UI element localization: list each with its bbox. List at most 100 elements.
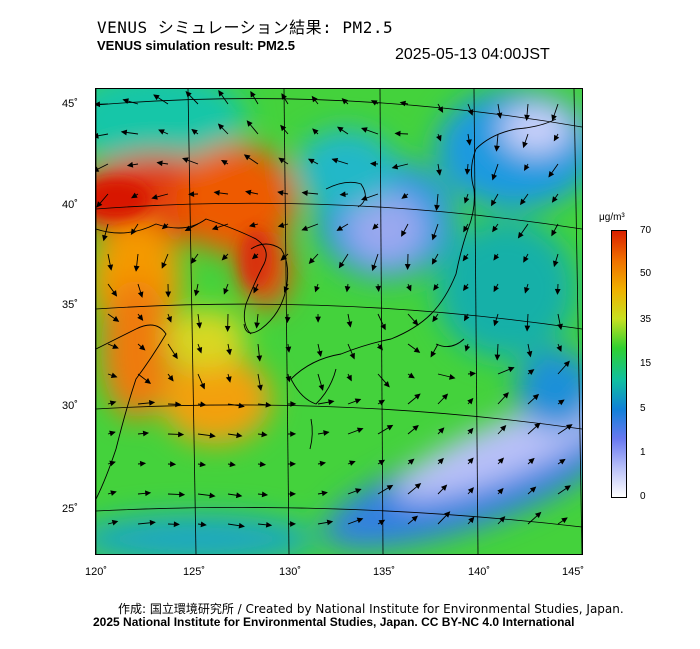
wind-arrow-head bbox=[559, 458, 566, 465]
wind-arrow-head bbox=[110, 372, 118, 379]
wind-arrow-head bbox=[466, 139, 472, 146]
wind-arrow-head bbox=[414, 483, 422, 490]
wind-arrow-head bbox=[378, 519, 386, 526]
wind-arrow-head bbox=[356, 427, 364, 434]
colorbar-label-15: 15 bbox=[640, 358, 652, 369]
wind-arrow-head bbox=[328, 399, 335, 405]
wind-arrow-head bbox=[558, 399, 565, 406]
wind-arrow-head bbox=[401, 192, 408, 199]
wind-arrow-head bbox=[307, 158, 315, 165]
wind-arrow-head bbox=[281, 93, 287, 100]
wind-arrow-head bbox=[467, 397, 474, 405]
wind-arrow-head bbox=[280, 124, 287, 132]
wind-arrow-head bbox=[376, 344, 383, 351]
wind-arrow-head bbox=[256, 355, 263, 362]
lon-tick-125: 125˚ bbox=[183, 566, 206, 578]
wind-arrow-head bbox=[185, 91, 192, 98]
wind-arrow-head bbox=[448, 373, 456, 380]
wind-arrow-head bbox=[440, 484, 448, 491]
wind-arrow-head bbox=[469, 370, 477, 377]
wind-arrow-head bbox=[378, 459, 386, 466]
wind-arrow-head bbox=[522, 141, 528, 149]
lon-tick-140: 140˚ bbox=[468, 566, 491, 578]
wind-arrow-head bbox=[290, 461, 297, 467]
wind-arrow-head bbox=[311, 95, 318, 103]
wind-arrow-shaft bbox=[96, 163, 109, 171]
wind-arrow-head bbox=[257, 384, 263, 392]
wind-arrow-head bbox=[184, 225, 192, 231]
wind-arrow-head bbox=[109, 460, 116, 467]
wind-arrow-head bbox=[149, 519, 156, 526]
wind-arrow-head bbox=[277, 190, 284, 196]
wind-arrow-head bbox=[166, 316, 172, 323]
wind-arrow-head bbox=[261, 491, 269, 498]
wind-arrow-head bbox=[407, 458, 415, 465]
timestamp: 2025-05-13 04:00JST bbox=[395, 46, 550, 63]
wind-arrow-head bbox=[556, 345, 562, 352]
wind-arrow-head bbox=[434, 204, 440, 212]
wind-arrow-head bbox=[437, 457, 444, 465]
wind-arrow-head bbox=[463, 284, 469, 292]
wind-arrow-head bbox=[355, 488, 362, 494]
title-english: VENUS simulation result: PM2.5 bbox=[97, 38, 295, 53]
lat-tick-30: 30˚ bbox=[62, 400, 78, 412]
wind-arrow-head bbox=[290, 431, 297, 437]
lon-tick-120: 120˚ bbox=[85, 566, 108, 578]
wind-arrow-head bbox=[552, 260, 559, 268]
pm25-map bbox=[95, 88, 583, 555]
wind-arrow-head bbox=[161, 262, 167, 269]
wind-arrow-head bbox=[290, 401, 297, 407]
wind-arrow-head bbox=[278, 157, 285, 164]
wind-arrow-head bbox=[463, 314, 470, 322]
wind-arrow-head bbox=[223, 288, 229, 295]
wind-arrow-head bbox=[182, 157, 189, 163]
wind-arrow-head bbox=[172, 352, 178, 360]
wind-arrow-head bbox=[167, 375, 174, 382]
wind-arrow-head bbox=[502, 392, 509, 399]
wind-arrow-head bbox=[220, 159, 228, 166]
wind-arrow-head bbox=[532, 393, 540, 401]
wind-arrow-head bbox=[493, 319, 499, 327]
wind-arrow-head bbox=[436, 134, 442, 142]
wind-arrow-head bbox=[323, 430, 330, 436]
wind-arrow-head bbox=[218, 90, 224, 97]
wind-arrow-head bbox=[312, 128, 319, 135]
wind-arrow-head bbox=[406, 284, 412, 292]
wind-arrow-head bbox=[354, 398, 362, 404]
wind-arrow-head bbox=[153, 94, 160, 101]
wind-arrow-head bbox=[386, 484, 394, 491]
wind-arrow-head bbox=[444, 511, 451, 518]
wind-arrow-head bbox=[369, 161, 377, 167]
colorbar bbox=[611, 230, 627, 498]
wind-arrow-head bbox=[375, 285, 382, 293]
wind-arrow-head bbox=[246, 120, 253, 127]
wind-arrow-head bbox=[432, 315, 439, 323]
wind-arrow-head bbox=[524, 114, 530, 121]
wind-arrow-head bbox=[404, 264, 411, 271]
wind-arrow-head bbox=[356, 517, 364, 524]
lon-tick-145: 145˚ bbox=[562, 566, 585, 578]
wind-arrow-head bbox=[137, 291, 144, 298]
wind-arrow-head bbox=[301, 190, 308, 196]
wind-arrow-head bbox=[196, 322, 203, 329]
wind-arrow-head bbox=[500, 425, 507, 432]
wind-arrow-head bbox=[229, 461, 236, 468]
wind-arrow-head bbox=[96, 101, 101, 108]
wind-arrow-head bbox=[491, 173, 498, 181]
wind-arrow-head bbox=[96, 166, 100, 172]
wind-arrow-head bbox=[561, 517, 568, 524]
wind-arrow-head bbox=[528, 457, 535, 465]
wind-arrow-head bbox=[524, 325, 531, 332]
wind-arrow-head bbox=[280, 254, 287, 261]
wind-arrow-head bbox=[226, 348, 232, 356]
wind-arrow-head bbox=[380, 323, 386, 331]
wind-arrow-head bbox=[107, 264, 114, 271]
wind-arrow-head bbox=[321, 490, 328, 497]
wind-arrow-head bbox=[319, 460, 327, 467]
wind-arrow-head bbox=[122, 98, 129, 104]
wind-arrow-head bbox=[290, 521, 297, 527]
wind-arrow-head bbox=[112, 343, 119, 349]
wind-arrow-head bbox=[414, 393, 421, 400]
wind-arrow-head bbox=[463, 225, 469, 233]
concentration-field bbox=[96, 89, 582, 554]
